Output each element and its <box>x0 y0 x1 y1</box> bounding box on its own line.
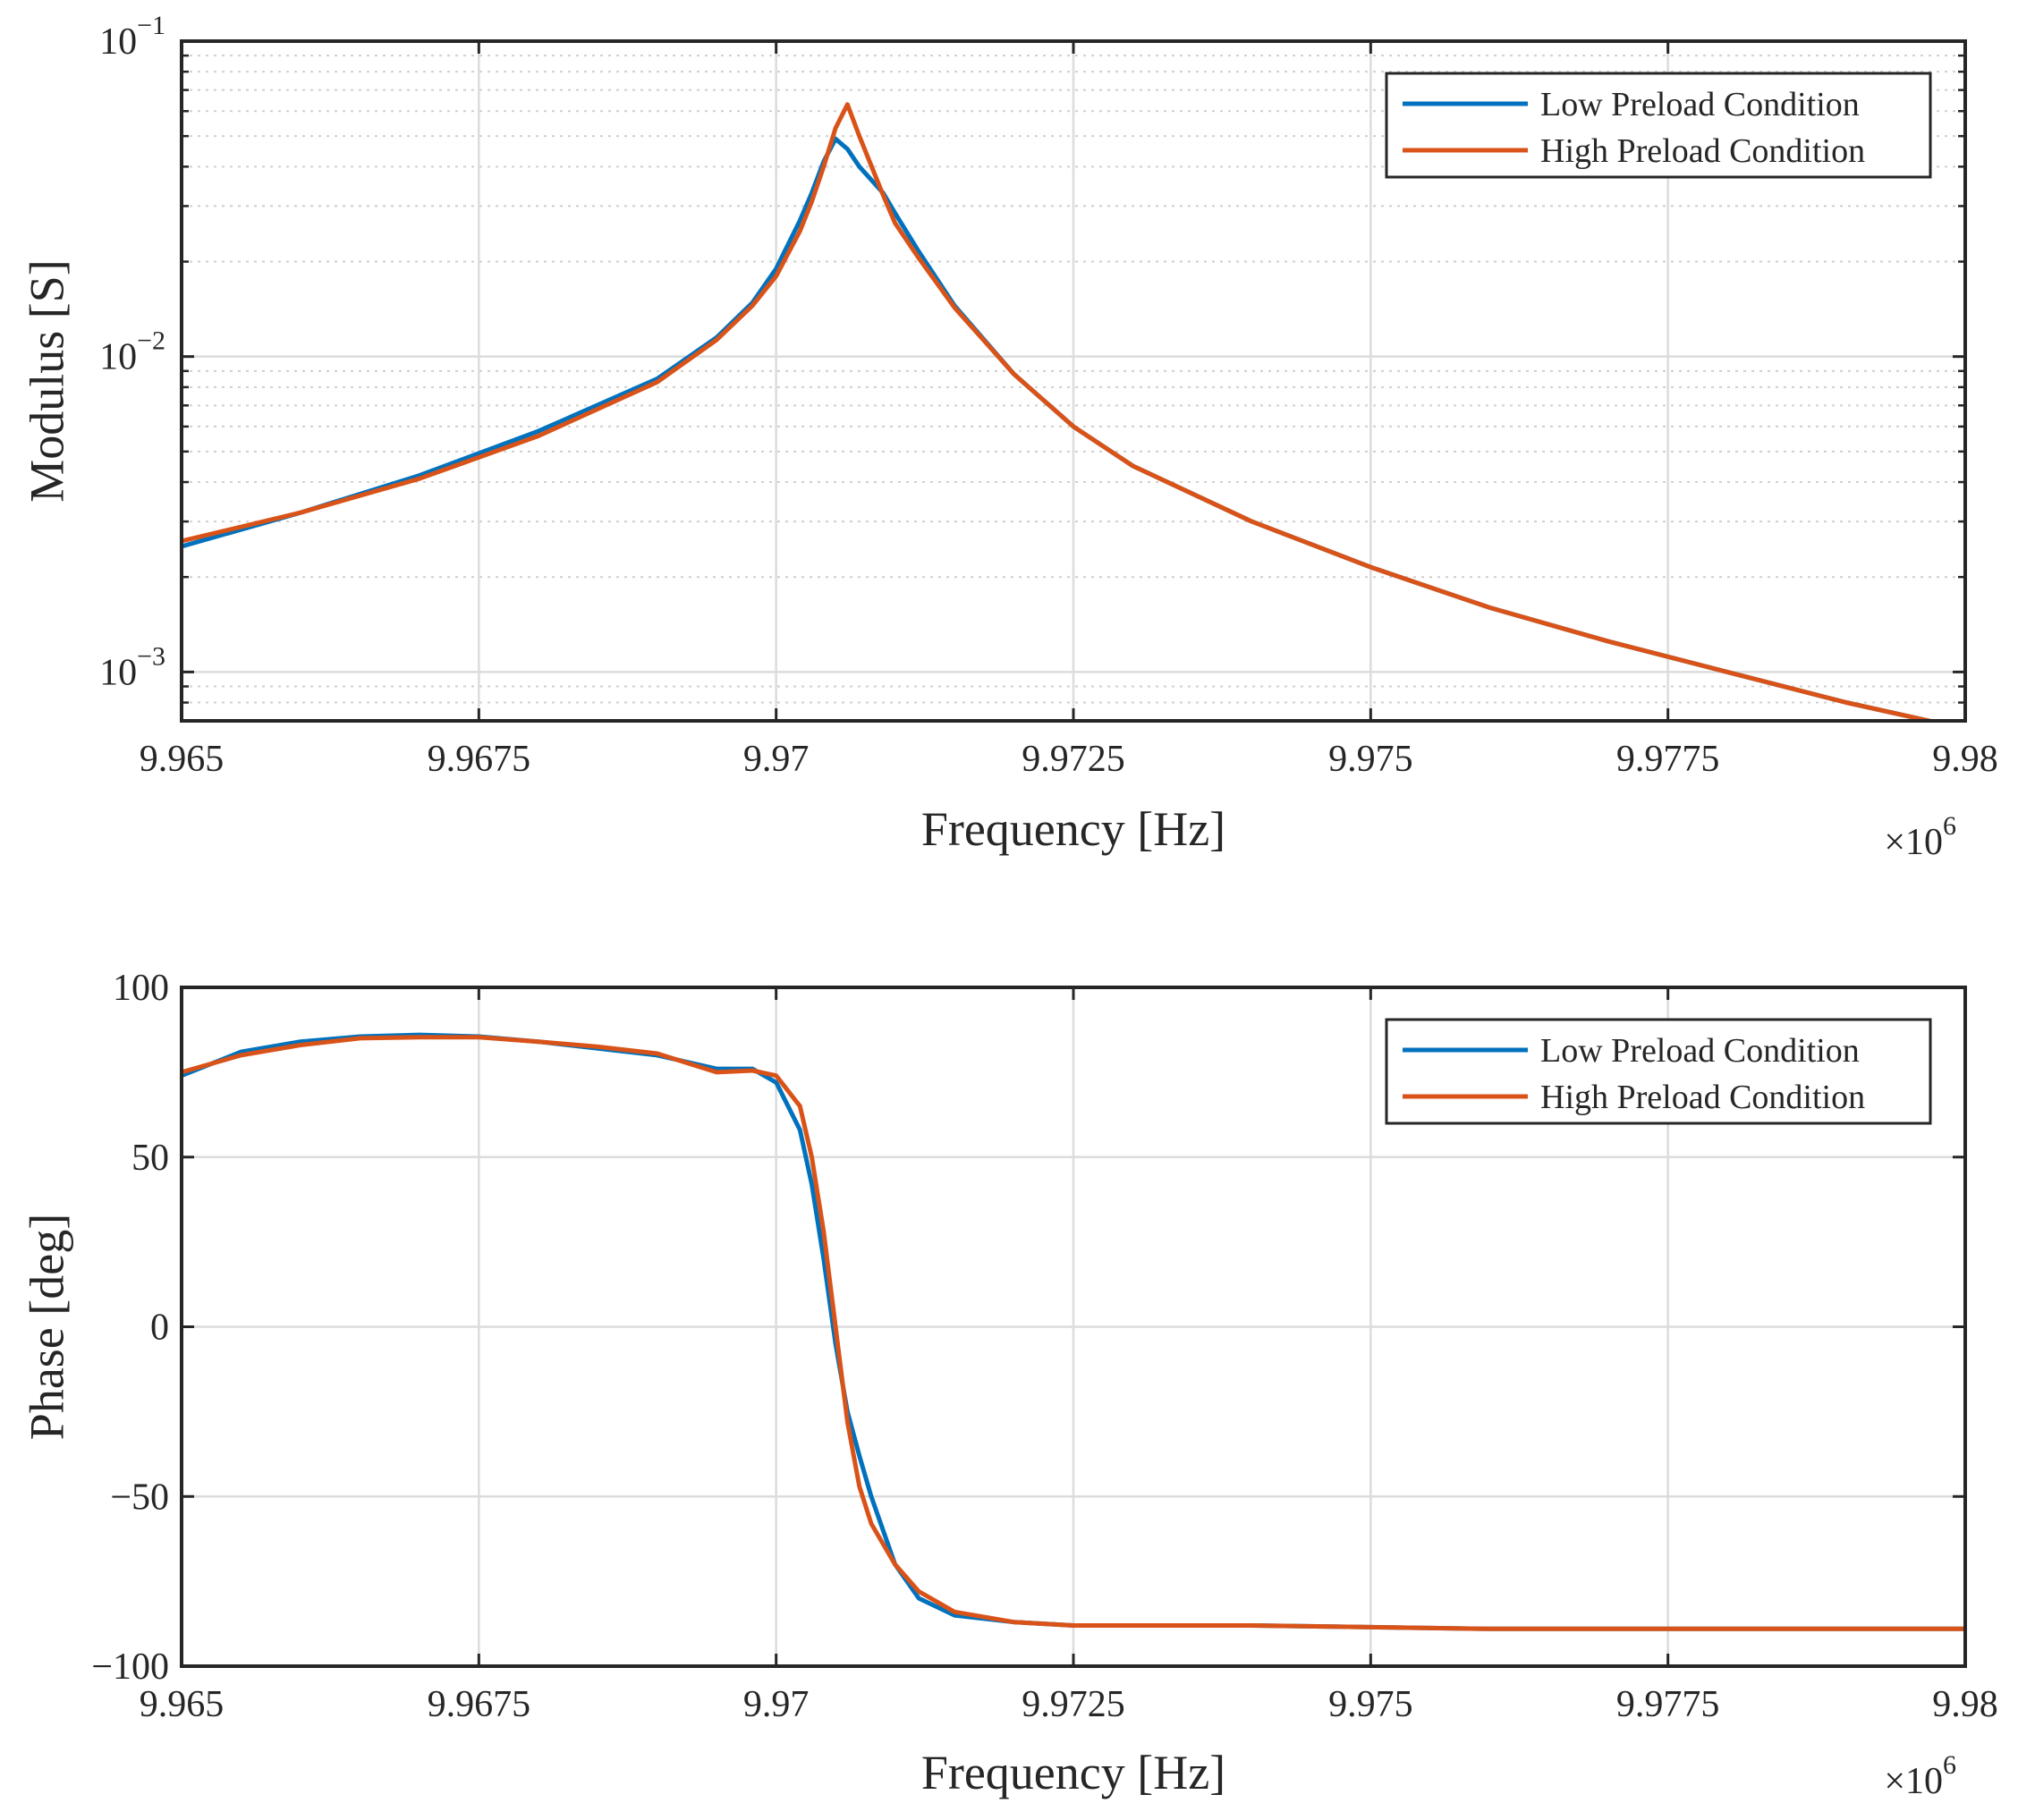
y-tick-label: −100 <box>91 1646 169 1688</box>
series-line-high-preload <box>182 1035 1965 1631</box>
legend-box <box>1385 72 1932 179</box>
y-tick-label: 100 <box>113 968 169 1009</box>
legend: Low Preload Condition High Preload Condit… <box>1385 1018 1932 1125</box>
y-tick-label: 10−3 <box>99 641 165 693</box>
x-tick-label: 9.9775 <box>1616 739 1720 780</box>
legend-label: High Preload Condition <box>1540 1079 1865 1116</box>
legend: Low Preload Condition High Preload Condit… <box>1385 72 1932 179</box>
legend-box <box>1385 1018 1932 1125</box>
x-tick-label: 9.9725 <box>1022 1684 1125 1725</box>
chart-1: 9.965 9.9675 9.97 9.9725 9.975 9.9775 9.98 10−3… <box>20 11 1997 863</box>
x-axis-title: Frequency [Hz] <box>921 1746 1225 1799</box>
y-axis-title: Phase [deg] <box>20 1214 73 1440</box>
x-tick-label: 9.9675 <box>428 739 531 780</box>
chart-2: 9.965 9.9675 9.97 9.9725 9.975 9.9775 9.98 −100… <box>20 968 1997 1802</box>
series-line-high-preload <box>182 102 1939 721</box>
x-tick-label: 9.9725 <box>1022 739 1125 780</box>
x-tick-label: 9.965 <box>140 1684 225 1725</box>
x-axis-title: Frequency [Hz] <box>921 802 1225 856</box>
y-tick-label: 50 <box>131 1138 169 1179</box>
series-group <box>182 102 1939 721</box>
y-axis-title: Modulus [S] <box>20 259 73 503</box>
x-tick-label: 9.9675 <box>428 1684 531 1725</box>
y-tick-label: −50 <box>110 1477 169 1518</box>
legend-label: Low Preload Condition <box>1540 86 1860 123</box>
x-tick-label: 9.9775 <box>1616 1684 1720 1725</box>
x-tick-label: 9.97 <box>743 1684 810 1725</box>
x-axis-multiplier: ×106 <box>1884 1750 1956 1802</box>
y-tick-label: 10−2 <box>99 326 165 378</box>
x-tick-label: 9.975 <box>1328 1684 1413 1725</box>
y-tick-label: 10−1 <box>99 11 165 63</box>
legend-label: Low Preload Condition <box>1540 1032 1860 1070</box>
x-tick-label: 9.97 <box>743 739 810 780</box>
series-group <box>182 1032 1965 1631</box>
y-tick-label: 0 <box>150 1308 169 1349</box>
x-tick-label: 9.98 <box>1932 1684 1998 1725</box>
x-axis-multiplier: ×106 <box>1884 811 1956 863</box>
x-tick-label: 9.98 <box>1932 739 1998 780</box>
x-tick-label: 9.975 <box>1328 739 1413 780</box>
x-tick-label: 9.965 <box>140 739 225 780</box>
legend-label: High Preload Condition <box>1540 132 1865 170</box>
